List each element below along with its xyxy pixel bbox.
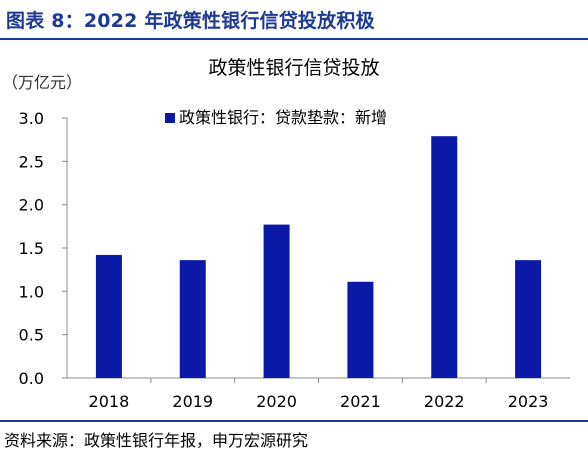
chart-title: 政策性银行信贷投放 bbox=[208, 57, 379, 79]
chart-area: 政策性银行信贷投放 （万亿元） 政策性银行：贷款垫款：新增 0.0 0.5 1.0 1… bbox=[0, 40, 588, 420]
bar-chart: 政策性银行信贷投放 （万亿元） 政策性银行：贷款垫款：新增 0.0 0.5 1.0 1… bbox=[2, 57, 570, 411]
figure-title: 图表 8：2022 年政策性银行信贷投放积极 bbox=[6, 10, 375, 32]
y-tick-label: 2.0 bbox=[19, 196, 44, 215]
y-tick-label: 1.0 bbox=[19, 282, 44, 301]
x-tick-labels: 2018 2019 2020 2021 2022 2023 bbox=[89, 392, 549, 411]
x-tick-label: 2023 bbox=[508, 392, 549, 411]
x-tick-label: 2020 bbox=[256, 392, 297, 411]
x-tick-label: 2019 bbox=[172, 392, 213, 411]
y-tick-label: 1.5 bbox=[19, 239, 44, 258]
x-tick-label: 2021 bbox=[340, 392, 381, 411]
legend-swatch bbox=[165, 113, 175, 123]
legend: 政策性银行：贷款垫款：新增 bbox=[165, 108, 387, 127]
bar-2019 bbox=[179, 260, 206, 378]
x-tick-label: 2018 bbox=[89, 392, 130, 411]
bar-2022 bbox=[431, 136, 458, 378]
bar-2020 bbox=[263, 224, 290, 378]
y-tick-label: 0.5 bbox=[19, 326, 44, 345]
figure-header: 图表 8：2022 年政策性银行信贷投放积极 bbox=[0, 0, 588, 40]
bars bbox=[95, 136, 542, 378]
y-tick-label: 2.5 bbox=[19, 152, 44, 171]
footer-divider bbox=[0, 420, 588, 422]
y-axis-unit-label: （万亿元） bbox=[2, 73, 82, 92]
bar-2018 bbox=[95, 254, 122, 378]
axes bbox=[62, 117, 570, 383]
bar-2021 bbox=[347, 281, 374, 378]
y-tick-label: 0.0 bbox=[19, 369, 44, 388]
y-tick-labels: 0.0 0.5 1.0 1.5 2.0 2.5 3.0 bbox=[19, 109, 44, 388]
legend-label: 政策性银行：贷款垫款：新增 bbox=[179, 108, 387, 127]
source-note: 资料来源：政策性银行年报，申万宏源研究 bbox=[4, 431, 309, 450]
bar-2023 bbox=[515, 260, 542, 378]
x-tick-label: 2022 bbox=[424, 392, 465, 411]
y-tick-label: 3.0 bbox=[19, 109, 44, 128]
header-divider bbox=[0, 38, 588, 40]
